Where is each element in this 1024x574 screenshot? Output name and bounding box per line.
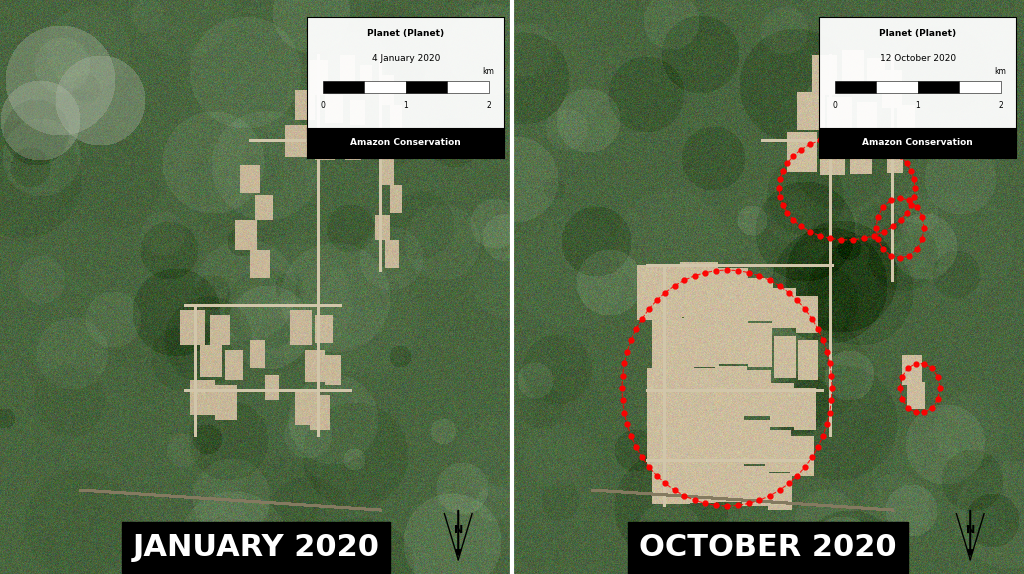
Text: N: N: [966, 525, 975, 535]
Text: N: N: [454, 525, 463, 535]
Text: JANUARY 2020: JANUARY 2020: [132, 533, 380, 562]
Text: OCTOBER 2020: OCTOBER 2020: [639, 533, 897, 562]
